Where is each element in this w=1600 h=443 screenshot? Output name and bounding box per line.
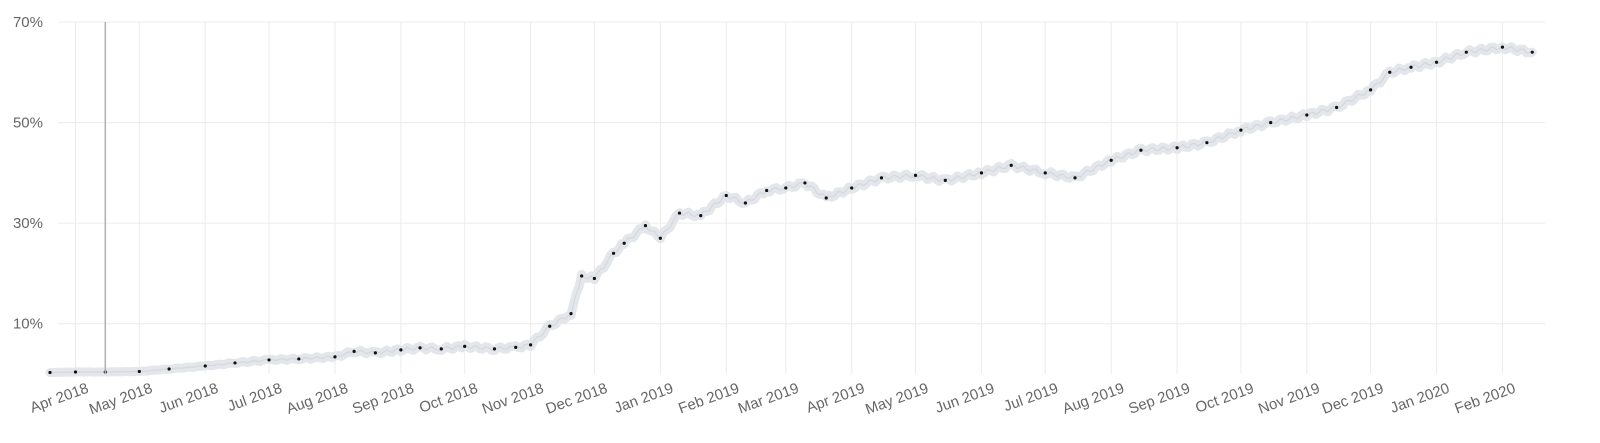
data-point[interactable]	[399, 348, 403, 352]
data-point[interactable]	[580, 274, 584, 278]
data-point[interactable]	[643, 224, 648, 228]
x-tick-label: Jul 2019	[1002, 380, 1061, 415]
data-point[interactable]	[1239, 128, 1243, 132]
data-point[interactable]	[373, 351, 377, 355]
y-gridlines	[58, 21, 1545, 325]
x-tick-label: Sep 2018	[350, 380, 416, 418]
data-point[interactable]	[784, 186, 788, 190]
data-point[interactable]	[1269, 120, 1273, 125]
data-point[interactable]	[548, 324, 552, 328]
data-point[interactable]	[743, 201, 747, 205]
x-tick-label: Dec 2018	[544, 380, 610, 418]
x-gridlines	[75, 22, 1503, 374]
data-point[interactable]	[1205, 141, 1209, 145]
data-point[interactable]	[1388, 70, 1392, 74]
data-point[interactable]	[699, 214, 703, 218]
data-point[interactable]	[611, 251, 616, 255]
data-point[interactable]	[765, 188, 769, 193]
data-point[interactable]	[352, 349, 356, 353]
data-point[interactable]	[1073, 176, 1077, 180]
x-tick-label: Jan 2020	[1388, 380, 1452, 417]
data-point[interactable]	[879, 176, 884, 180]
x-tick-label: Jan 2019	[612, 380, 676, 417]
x-tick-label: Oct 2019	[1193, 380, 1256, 417]
data-point[interactable]	[73, 370, 78, 374]
data-point[interactable]	[167, 367, 171, 371]
data-point[interactable]	[803, 181, 807, 185]
data-point[interactable]	[658, 236, 662, 240]
data-point[interactable]	[1464, 50, 1468, 54]
data-point[interactable]	[1043, 171, 1047, 175]
data-point[interactable]	[1409, 65, 1413, 69]
y-tick-label: 70%	[13, 14, 43, 31]
x-tick-label: Feb 2020	[1452, 380, 1517, 418]
data-point[interactable]	[1369, 88, 1373, 92]
data-point[interactable]	[48, 370, 52, 375]
x-tick-label: May 2019	[863, 380, 931, 419]
data-point[interactable]	[267, 358, 271, 362]
data-point[interactable]	[137, 369, 141, 374]
data-point[interactable]	[569, 312, 573, 316]
x-tick-label: Aug 2019	[1060, 380, 1126, 418]
data-point[interactable]	[677, 211, 682, 215]
data-point[interactable]	[1139, 148, 1143, 152]
data-point[interactable]	[1175, 146, 1179, 150]
data-point[interactable]	[592, 276, 597, 281]
data-point[interactable]	[1009, 163, 1013, 167]
data-point[interactable]	[418, 346, 422, 350]
data-point[interactable]	[233, 361, 237, 365]
data-point[interactable]	[463, 344, 467, 348]
data-point[interactable]	[1500, 45, 1505, 49]
data-point[interactable]	[492, 347, 497, 351]
data-point[interactable]	[529, 343, 533, 347]
data-point[interactable]	[1334, 105, 1339, 110]
x-tick-label: Apr 2018	[28, 380, 91, 417]
y-tick-label: 50%	[13, 115, 43, 132]
x-tick-label: Jun 2019	[933, 380, 997, 417]
series-line	[50, 45, 1533, 374]
x-tick-label: Dec 2019	[1320, 380, 1386, 418]
x-tick-label: Nov 2018	[480, 380, 546, 418]
data-point[interactable]	[1434, 60, 1439, 64]
data-point[interactable]	[724, 193, 728, 198]
x-tick-label: Jun 2018	[157, 380, 221, 417]
x-tick-label: Feb 2019	[676, 380, 741, 418]
data-point[interactable]	[514, 345, 518, 349]
x-tick-label: Aug 2018	[284, 380, 350, 418]
x-tick-label: Mar 2019	[736, 380, 801, 418]
data-point[interactable]	[824, 196, 828, 200]
data-point[interactable]	[1305, 113, 1309, 117]
x-tick-label: Nov 2019	[1256, 380, 1322, 418]
data-point[interactable]	[979, 171, 984, 175]
y-tick-label: 10%	[13, 316, 43, 333]
data-point[interactable]	[1530, 50, 1534, 54]
y-axis-tick-labels: 10% 30% 50% 70%	[13, 14, 43, 333]
x-tick-label: Apr 2019	[804, 380, 867, 417]
data-point[interactable]	[850, 186, 854, 190]
y-tick-label: 30%	[13, 215, 43, 232]
data-point[interactable]	[622, 241, 626, 245]
x-tick-label: Oct 2018	[417, 380, 480, 417]
data-point[interactable]	[439, 347, 443, 351]
data-point[interactable]	[943, 178, 947, 182]
x-tick-label: Jul 2018	[225, 380, 284, 415]
data-point[interactable]	[203, 364, 207, 368]
data-point[interactable]	[913, 173, 918, 177]
x-tick-label: Sep 2019	[1126, 380, 1192, 418]
series-layer	[45, 42, 1537, 377]
data-point[interactable]	[333, 355, 337, 359]
data-point[interactable]	[1109, 158, 1113, 162]
x-tick-label: May 2018	[87, 380, 155, 419]
data-point[interactable]	[297, 357, 301, 361]
